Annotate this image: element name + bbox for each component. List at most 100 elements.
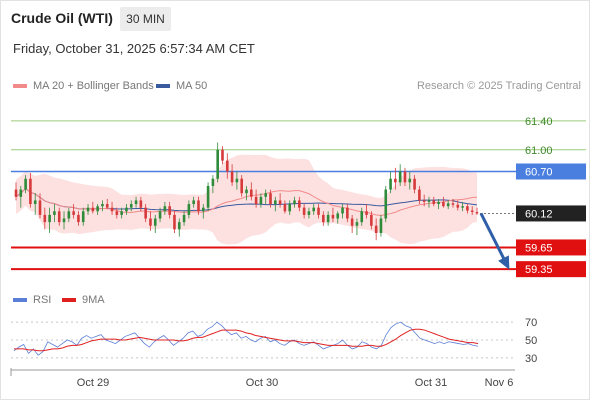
candle: [288, 200, 292, 215]
timestamp: Friday, October 31, 2025 6:57:34 AM CET: [13, 41, 255, 56]
candle-body: [264, 193, 268, 197]
candle: [341, 204, 344, 219]
candle: [91, 201, 95, 214]
ma9-label: 9MA: [82, 294, 105, 306]
candle-body: [374, 225, 378, 233]
candle-body: [38, 200, 42, 215]
candle: [62, 211, 66, 230]
candle-body: [250, 189, 253, 197]
price-label-box: [516, 163, 586, 180]
candle-body: [326, 214, 330, 223]
candle: [153, 214, 157, 233]
candle: [38, 193, 42, 219]
candle: [403, 167, 407, 186]
candle: [129, 200, 133, 212]
candle: [278, 193, 282, 208]
candle: [322, 211, 325, 226]
candle: [221, 146, 224, 165]
candle-body: [451, 203, 455, 205]
candle-body: [475, 212, 479, 214]
candle: [427, 196, 431, 208]
candle: [182, 211, 186, 226]
candle-body: [398, 171, 402, 183]
price-label: 59.65: [516, 239, 586, 256]
candle: [33, 193, 37, 215]
price-label-text: 60.70: [525, 166, 553, 178]
candle-body: [456, 204, 460, 208]
candle-body: [370, 214, 373, 226]
x-tick-label: Oct 29: [77, 377, 109, 389]
candle: [216, 142, 219, 183]
candle-body: [422, 200, 426, 202]
candle-body: [173, 214, 176, 230]
instrument-title: Crude Oil (WTI): [11, 10, 113, 26]
rsi-tick-label: 70: [525, 317, 537, 329]
candle: [374, 218, 378, 241]
candle: [264, 189, 268, 205]
candle-body: [101, 204, 104, 207]
candle-body: [33, 200, 37, 205]
candle: [293, 196, 296, 208]
candle: [206, 182, 210, 212]
candle-body: [461, 206, 464, 208]
candle: [394, 167, 397, 190]
candle-body: [298, 200, 301, 208]
rsi-label: RSI: [33, 294, 52, 306]
candle: [302, 204, 306, 219]
candle-body: [201, 207, 205, 212]
candle-body: [221, 149, 224, 161]
candle: [331, 207, 335, 223]
price-label: 60.12: [516, 205, 586, 222]
candle: [408, 171, 412, 190]
candle: [225, 153, 229, 179]
candle: [451, 198, 455, 208]
candle-body: [67, 211, 71, 219]
price-label-text: 59.35: [525, 264, 553, 276]
candle-body: [187, 204, 191, 215]
rsi-swatch: [13, 298, 27, 302]
candle: [168, 201, 171, 219]
candle-body: [72, 211, 75, 215]
candle-body: [302, 207, 306, 215]
candle: [307, 207, 311, 219]
candle-body: [288, 204, 292, 212]
candle-body: [77, 214, 80, 223]
candle-body: [466, 206, 469, 211]
candle: [437, 198, 440, 210]
candle-body: [379, 218, 383, 233]
x-tick-label: Oct 30: [246, 377, 278, 389]
candle-body: [341, 207, 344, 214]
candle: [192, 196, 195, 208]
candle-body: [360, 211, 364, 223]
candle: [350, 214, 354, 233]
candle: [29, 172, 32, 208]
candle-body: [278, 200, 282, 205]
candle-body: [245, 189, 248, 194]
candle: [475, 207, 479, 215]
price-label-text: 60.12: [525, 208, 553, 220]
candle-body: [57, 211, 61, 223]
candle-body: [293, 200, 296, 205]
rsi-tick-label: 30: [525, 353, 537, 365]
candle: [250, 182, 253, 201]
candle: [187, 200, 191, 219]
price-label: 60.70: [516, 163, 586, 180]
candle-body: [240, 178, 243, 194]
timeframe-badge[interactable]: 30 MIN: [120, 7, 171, 31]
candle-body: [120, 211, 123, 215]
candle-body: [144, 207, 147, 219]
ma50-swatch: [156, 84, 170, 88]
candle: [173, 211, 176, 233]
candle: [101, 200, 104, 212]
candle: [105, 198, 109, 210]
candle: [177, 218, 181, 237]
candle-body: [62, 218, 66, 223]
candle-body: [331, 214, 335, 219]
candle-body: [322, 214, 325, 223]
candle-body: [384, 189, 388, 219]
price-label-box: [516, 261, 586, 278]
candle: [48, 207, 51, 233]
candle-body: [470, 210, 474, 212]
price-label-text: 61.40: [525, 116, 553, 128]
candle: [259, 193, 263, 208]
